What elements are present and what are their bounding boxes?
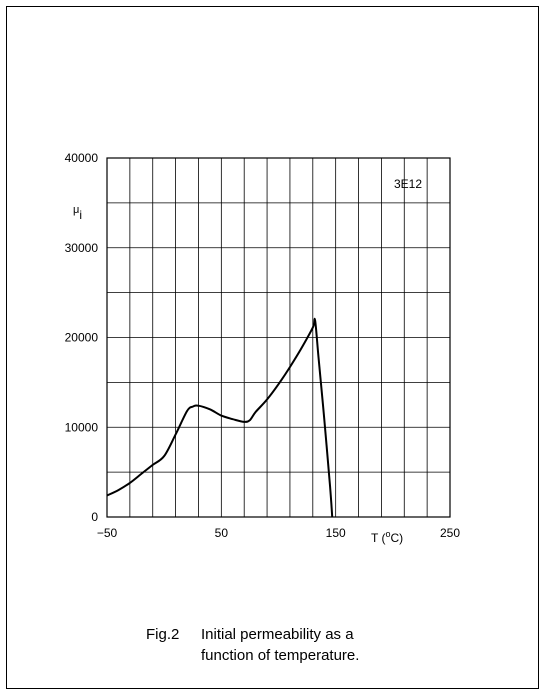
y-tick-label: 30000	[65, 241, 99, 255]
series-line	[106, 317, 334, 518]
x-tick-label: 50	[215, 526, 229, 540]
figure-number: Fig.2	[146, 626, 180, 643]
x-tick-label: 250	[440, 526, 460, 540]
caption-line-2: function of temperature.	[201, 647, 360, 664]
chart-grid	[107, 158, 450, 517]
figure-frame	[6, 6, 539, 689]
y-tick-label: 20000	[65, 331, 99, 345]
material-label: 3E12	[394, 177, 422, 191]
y-tick-label: 40000	[65, 151, 99, 165]
figure-caption: Fig.2 Initial permeability as a function o…	[146, 624, 359, 666]
y-axis-label: μi	[73, 204, 82, 222]
y-tick-label: 10000	[65, 420, 99, 434]
x-tick-label: 150	[326, 526, 346, 540]
y-tick-label: 0	[91, 510, 98, 524]
caption-line-1: Initial permeability as a	[201, 626, 354, 643]
caption-text: Initial permeability as a function of tem…	[201, 624, 359, 666]
plot-area	[106, 157, 451, 518]
x-tick-label: −50	[97, 526, 118, 540]
x-axis-label: T (oC)	[371, 529, 403, 545]
axis-tick-labels: −50 50 150 250 0 10000 20000 30000 40000	[65, 151, 461, 540]
